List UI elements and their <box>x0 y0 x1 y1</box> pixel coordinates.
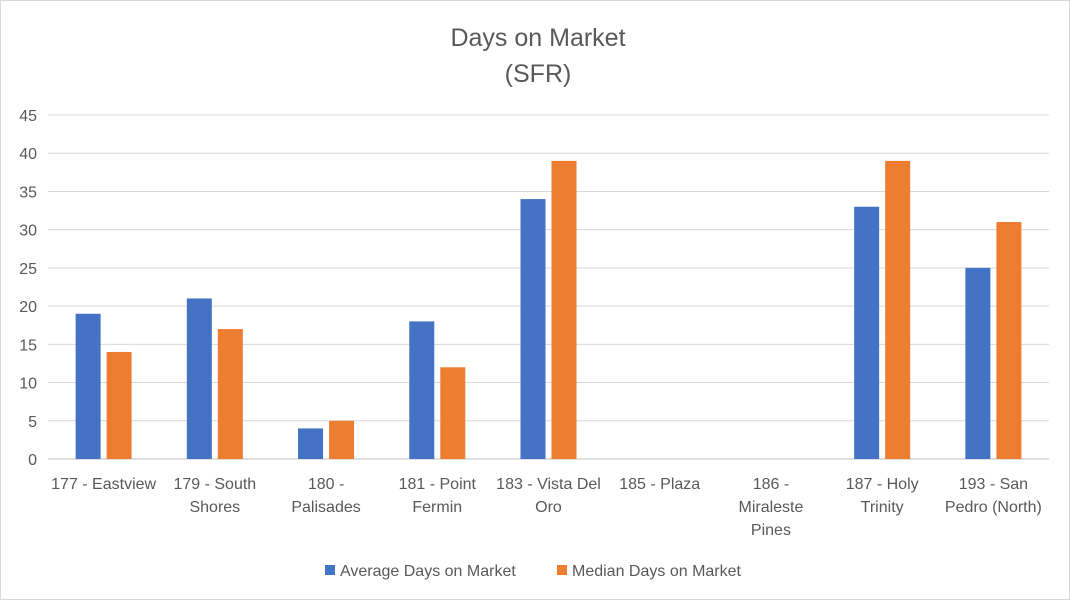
legend-swatch <box>325 565 335 575</box>
legend: Average Days on Market Median Days on Mar… <box>325 563 742 580</box>
bar-average <box>965 267 991 459</box>
legend-swatch <box>557 565 567 575</box>
bar-average <box>186 298 212 459</box>
category-label: Pines <box>751 522 791 539</box>
bars <box>75 160 1022 460</box>
bar-median <box>551 160 577 459</box>
category-label: 177 - Eastview <box>51 476 156 493</box>
y-tick-label: 20 <box>19 299 37 316</box>
category-label: Trinity <box>861 499 904 516</box>
category-label: Miraleste <box>738 499 803 516</box>
legend-label: Average Days on Market <box>340 563 516 580</box>
y-tick-label: 40 <box>19 146 37 163</box>
category-label: 183 - Vista Del <box>496 476 601 493</box>
category-label: 187 - Holy <box>846 476 919 493</box>
bar-median <box>217 329 243 459</box>
x-axis-categories: 177 - Eastview 179 - South Shores 180 - Pali… <box>51 476 1042 539</box>
category-label: Pedro (North) <box>945 499 1042 516</box>
category-label: Shores <box>189 499 240 516</box>
category-label: 185 - Plaza <box>619 476 700 493</box>
bar-average <box>409 321 435 459</box>
y-tick-label: 15 <box>19 337 37 354</box>
bar-average <box>854 206 880 459</box>
category-label: Fermin <box>412 499 462 516</box>
y-tick-label: 35 <box>19 184 37 201</box>
category-label: 180 - <box>308 476 344 493</box>
category-label: 193 - San <box>959 476 1028 493</box>
y-tick-label: 0 <box>28 452 37 469</box>
bar-median <box>440 367 466 459</box>
bar-average <box>520 199 546 460</box>
bar-average <box>75 313 101 459</box>
y-axis-ticks: 0 5 10 15 20 25 30 35 40 45 <box>19 108 37 469</box>
legend-label: Median Days on Market <box>572 563 742 580</box>
category-label: 186 - <box>753 476 789 493</box>
bar-median <box>885 160 911 459</box>
category-label: Oro <box>535 499 562 516</box>
y-tick-label: 10 <box>19 376 37 393</box>
y-tick-label: 45 <box>19 108 37 125</box>
gridlines <box>48 114 1049 460</box>
chart-subtitle: (SFR) <box>505 60 572 88</box>
category-label: 181 - Point <box>399 476 477 493</box>
bar-average <box>298 428 324 459</box>
y-tick-label: 30 <box>19 223 37 240</box>
bar-median <box>329 420 355 459</box>
y-tick-label: 5 <box>28 414 37 431</box>
category-label: Palisades <box>291 499 360 516</box>
chart-title: Days on Market <box>450 24 625 52</box>
bar-median <box>106 351 132 459</box>
y-tick-label: 25 <box>19 261 37 278</box>
category-label: 179 - South <box>173 476 256 493</box>
bar-median <box>996 222 1022 459</box>
